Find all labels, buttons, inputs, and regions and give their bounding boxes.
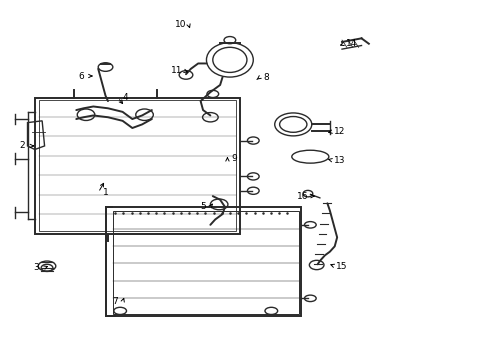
Text: 1: 1: [102, 188, 108, 197]
Text: 13: 13: [333, 156, 345, 165]
Text: 11: 11: [170, 66, 182, 75]
Text: 4: 4: [122, 93, 127, 102]
Text: 9: 9: [231, 154, 237, 163]
Text: 2: 2: [20, 141, 25, 150]
Text: 15: 15: [336, 262, 347, 271]
Bar: [105, 207, 300, 316]
Text: 8: 8: [263, 73, 269, 82]
Bar: [39, 100, 235, 231]
Text: 5: 5: [200, 202, 205, 211]
Bar: [113, 211, 299, 314]
Bar: [35, 98, 239, 234]
Text: 16: 16: [297, 192, 308, 201]
Text: 7: 7: [112, 297, 118, 306]
Text: 14: 14: [346, 39, 357, 48]
Text: 6: 6: [78, 72, 84, 81]
Text: 10: 10: [175, 19, 186, 28]
Text: 12: 12: [333, 127, 345, 136]
Text: 3: 3: [33, 264, 39, 273]
